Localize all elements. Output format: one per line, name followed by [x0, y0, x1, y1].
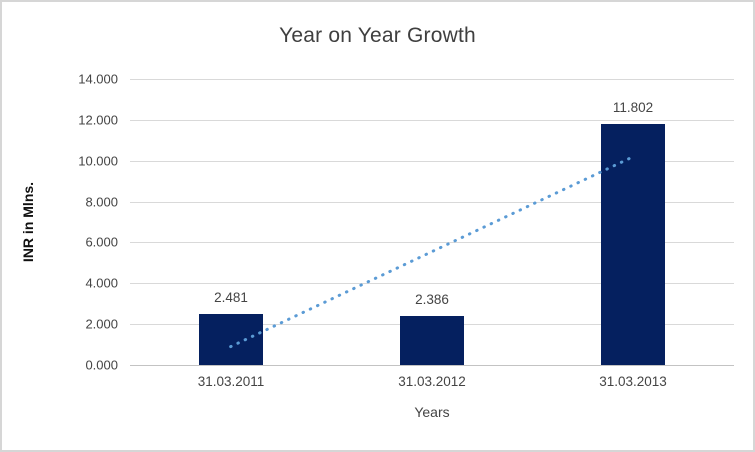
y-tick-label: 4.000: [85, 275, 118, 291]
bar-value-label: 2.386: [415, 292, 449, 307]
y-gridline: [130, 120, 734, 121]
x-axis-title: Years: [414, 404, 450, 420]
y-tick-label: 8.000: [85, 194, 118, 210]
y-gridline: [130, 365, 734, 366]
x-tick-label: 31.03.2011: [197, 374, 265, 389]
bar: [199, 314, 263, 365]
bar: [400, 316, 464, 365]
chart-title: Year on Year Growth: [279, 24, 476, 47]
y-tick-label: 0.000: [85, 357, 118, 373]
bar-value-label: 11.802: [612, 100, 654, 115]
x-tick-label: 31.03.2012: [398, 374, 466, 389]
y-tick-label: 6.000: [85, 234, 118, 250]
y-gridline: [130, 79, 734, 80]
y-tick-label: 10.000: [78, 153, 118, 169]
y-tick-label: 12.000: [78, 112, 118, 128]
bar-value-label: 2.481: [214, 290, 248, 305]
y-tick-label: 14.000: [78, 71, 118, 87]
x-tick-label: 31.03.2013: [599, 374, 667, 389]
y-tick-label: 2.000: [85, 316, 118, 332]
bar: [601, 124, 665, 365]
